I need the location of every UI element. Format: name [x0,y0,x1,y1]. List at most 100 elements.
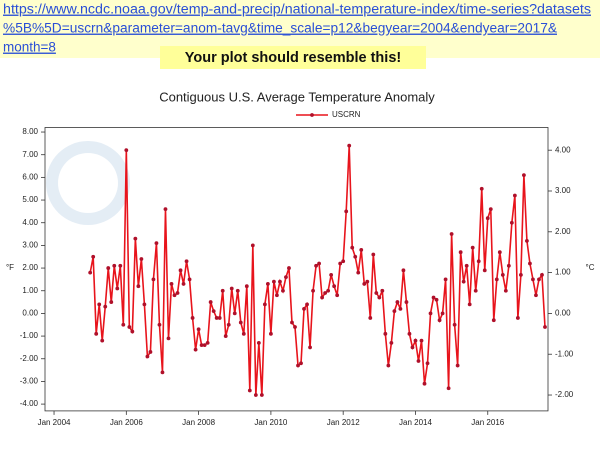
point [196,327,201,332]
point [226,322,231,327]
point [446,386,451,391]
point [431,295,436,300]
point [133,236,138,241]
point [272,279,276,284]
y-tick-label: 2.00 [22,263,38,272]
point [428,311,433,316]
point [118,263,123,268]
point [425,361,430,366]
point [223,334,228,338]
plot-frame [44,127,549,412]
point [287,266,291,270]
point [253,393,258,397]
point [503,288,508,293]
point [199,343,204,348]
y2-axis-label: °C [586,263,595,272]
point [476,259,481,264]
point [148,350,153,354]
point [534,293,538,298]
point [262,302,267,307]
point [518,272,523,277]
point [344,209,349,214]
point [305,302,309,307]
point [437,318,442,323]
point [335,293,340,298]
point [88,270,93,275]
banner-background [160,46,426,69]
point [401,268,406,273]
point [238,320,243,325]
point [284,275,288,280]
point [398,306,403,311]
y-tick-label: 4.00 [22,218,38,227]
link-line[interactable]: month=8 [3,40,56,55]
point [109,300,114,304]
y2-tick-label: 4.00 [555,145,571,154]
point [115,286,120,291]
point [139,257,144,261]
link-line[interactable]: %5B%5D=uscrn&parameter=anom-tavg&time_sc… [3,21,557,36]
x-tick-label: Jan 2008 [182,418,215,427]
point [434,297,439,302]
point [145,354,150,359]
point [329,272,334,277]
point [488,207,493,212]
point [91,254,96,259]
point [244,284,249,289]
point [500,272,505,277]
point [178,268,183,273]
point [127,325,132,329]
point [220,288,225,293]
point [479,186,484,191]
point [362,282,367,286]
point [97,302,102,307]
point [317,261,321,266]
point [160,370,165,375]
point [443,277,448,282]
point [250,243,255,248]
point [163,207,168,212]
point [365,279,370,284]
point [326,288,331,293]
point [416,359,421,363]
point [356,270,361,275]
point [452,322,457,327]
point [338,261,343,266]
point [106,266,111,270]
point [440,311,445,316]
point [166,336,171,341]
point [341,259,346,264]
point [368,316,373,320]
point [268,331,273,336]
point [121,322,126,327]
point [506,263,511,268]
link-line[interactable]: https://www.ncdc.noaa.gov/temp-and-preci… [3,2,591,17]
point [531,277,535,282]
y-tick-label: 1.00 [22,286,38,295]
y-tick-label: -4.00 [20,399,39,408]
point [290,320,294,325]
point [154,241,159,246]
point [494,277,499,282]
x-tick-label: Jan 2014 [399,418,432,427]
point [293,325,297,329]
y-tick-label: -1.00 [20,331,39,340]
point [193,347,198,352]
point [142,302,147,307]
point [395,300,400,304]
point [100,338,105,343]
y2-tick-label: -1.00 [555,349,574,358]
point [383,331,388,336]
point [302,306,306,311]
point [281,288,285,293]
point [482,268,487,273]
point [157,322,162,327]
point [296,363,300,368]
point [419,338,424,343]
point [347,143,352,148]
point [537,277,541,282]
y-tick-label: 7.00 [22,150,38,159]
point [509,220,514,225]
point [470,245,475,250]
point [214,316,219,320]
